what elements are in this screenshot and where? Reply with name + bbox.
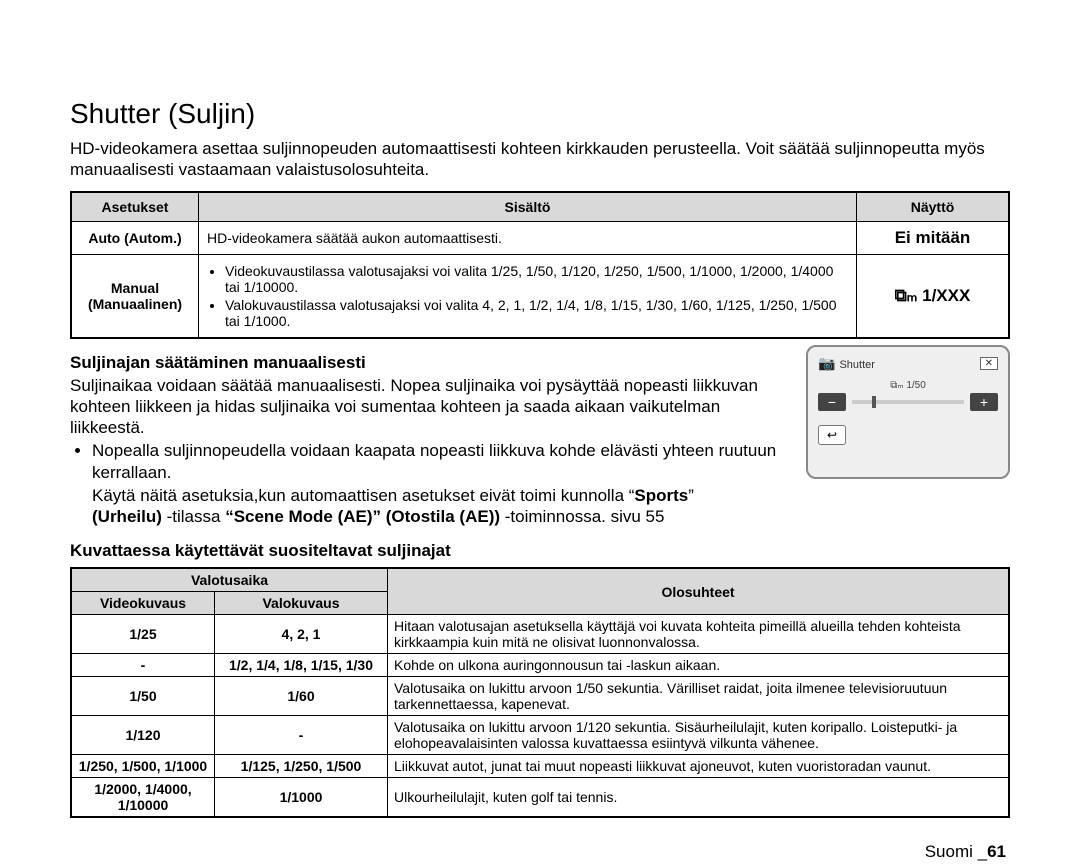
t2-r4-video: 1/250, 1/500, 1/1000 (71, 755, 215, 778)
t2-r1-photo: 1/2, 1/4, 1/8, 1/15, 1/30 (215, 654, 388, 677)
footer-language: Suomi _ (925, 842, 987, 861)
t2-r2-video: 1/50 (71, 677, 215, 716)
manual-display-icon: ⧉ₘ (895, 286, 918, 305)
manual-adjust-note: Käytä näitä asetuksia,kun automaattisen … (92, 485, 788, 528)
t2-r5-desc: Ulkourheilulajit, kuten golf tai tennis. (388, 778, 1010, 818)
footer-page-number: 61 (987, 842, 1006, 861)
row-manual-display: ⧉ₘ 1/XXX (857, 254, 1010, 338)
th-video: Videokuvaus (71, 592, 215, 615)
t2-r3-video: 1/120 (71, 716, 215, 755)
th-conditions: Olosuhteet (388, 568, 1010, 615)
shutter-widget: 📷Shutter ✕ ⧉ₘ 1/50 − + ↩ (806, 345, 1010, 479)
subhead-recommended: Kuvattaessa käytettävät suositeltavat su… (70, 541, 1010, 561)
t2-r2-desc: Valotusaika on lukittu arvoon 1/50 sekun… (388, 677, 1010, 716)
th-display: Näyttö (857, 192, 1010, 222)
widget-slider-track[interactable] (852, 400, 964, 404)
th-photo: Valokuvaus (215, 592, 388, 615)
shutter-times-table: Valotusaika Olosuhteet Videokuvaus Valok… (70, 567, 1010, 818)
widget-minus-button[interactable]: − (818, 393, 846, 411)
widget-back-button[interactable]: ↩ (818, 425, 846, 445)
t2-r0-video: 1/25 (71, 615, 215, 654)
row-auto-display: Ei mitään (857, 221, 1010, 254)
row-auto-content: HD-videokamera säätää aukon automaattise… (199, 221, 857, 254)
t2-r3-desc: Valotusaika on lukittu arvoon 1/120 seku… (388, 716, 1010, 755)
manual-bullet-2: Valokuvaustilassa valotusajaksi voi vali… (225, 297, 848, 329)
t2-r5-video: 1/2000, 1/4000, 1/10000 (71, 778, 215, 818)
page-footer: Suomi _61 (70, 842, 1010, 862)
th-settings: Asetukset (71, 192, 199, 222)
manual-adjust-bullet: Nopealla suljinnopeudella voidaan kaapat… (92, 440, 788, 483)
row-manual-content: Videokuvaustilassa valotusajaksi voi val… (199, 254, 857, 338)
row-manual-setting: Manual (Manuaalinen) (71, 254, 199, 338)
widget-title: 📷Shutter (818, 355, 875, 372)
widget-value: ⧉ₘ 1/50 (808, 380, 1008, 391)
t2-r0-photo: 4, 2, 1 (215, 615, 388, 654)
t2-r1-video: - (71, 654, 215, 677)
t2-r0-desc: Hitaan valotusajan asetuksella käyttäjä … (388, 615, 1010, 654)
page-title: Shutter (Suljin) (70, 98, 1010, 130)
camera-icon: 📷 (818, 355, 835, 371)
th-exposure: Valotusaika (71, 568, 388, 592)
t2-r3-photo: - (215, 716, 388, 755)
intro-paragraph: HD-videokamera asettaa suljinnopeuden au… (70, 138, 1010, 181)
widget-close-button[interactable]: ✕ (980, 357, 998, 370)
manual-bullet-1: Videokuvaustilassa valotusajaksi voi val… (225, 263, 848, 295)
th-content: Sisältö (199, 192, 857, 222)
widget-slider-thumb[interactable] (872, 396, 876, 408)
t2-r1-desc: Kohde on ulkona auringonnousun tai -lask… (388, 654, 1010, 677)
widget-plus-button[interactable]: + (970, 393, 998, 411)
t2-r2-photo: 1/60 (215, 677, 388, 716)
t2-r4-desc: Liikkuvat autot, junat tai muut nopeasti… (388, 755, 1010, 778)
manual-display-value: 1/XXX (922, 286, 970, 305)
subhead-manual-adjust: Suljinajan säätäminen manuaalisesti (70, 353, 788, 373)
t2-r4-photo: 1/125, 1/250, 1/500 (215, 755, 388, 778)
t2-r5-photo: 1/1000 (215, 778, 388, 818)
manual-adjust-paragraph: Suljinaikaa voidaan säätää manuaalisesti… (70, 375, 788, 439)
row-auto-setting: Auto (Autom.) (71, 221, 199, 254)
settings-table: Asetukset Sisältö Näyttö Auto (Autom.) H… (70, 191, 1010, 339)
